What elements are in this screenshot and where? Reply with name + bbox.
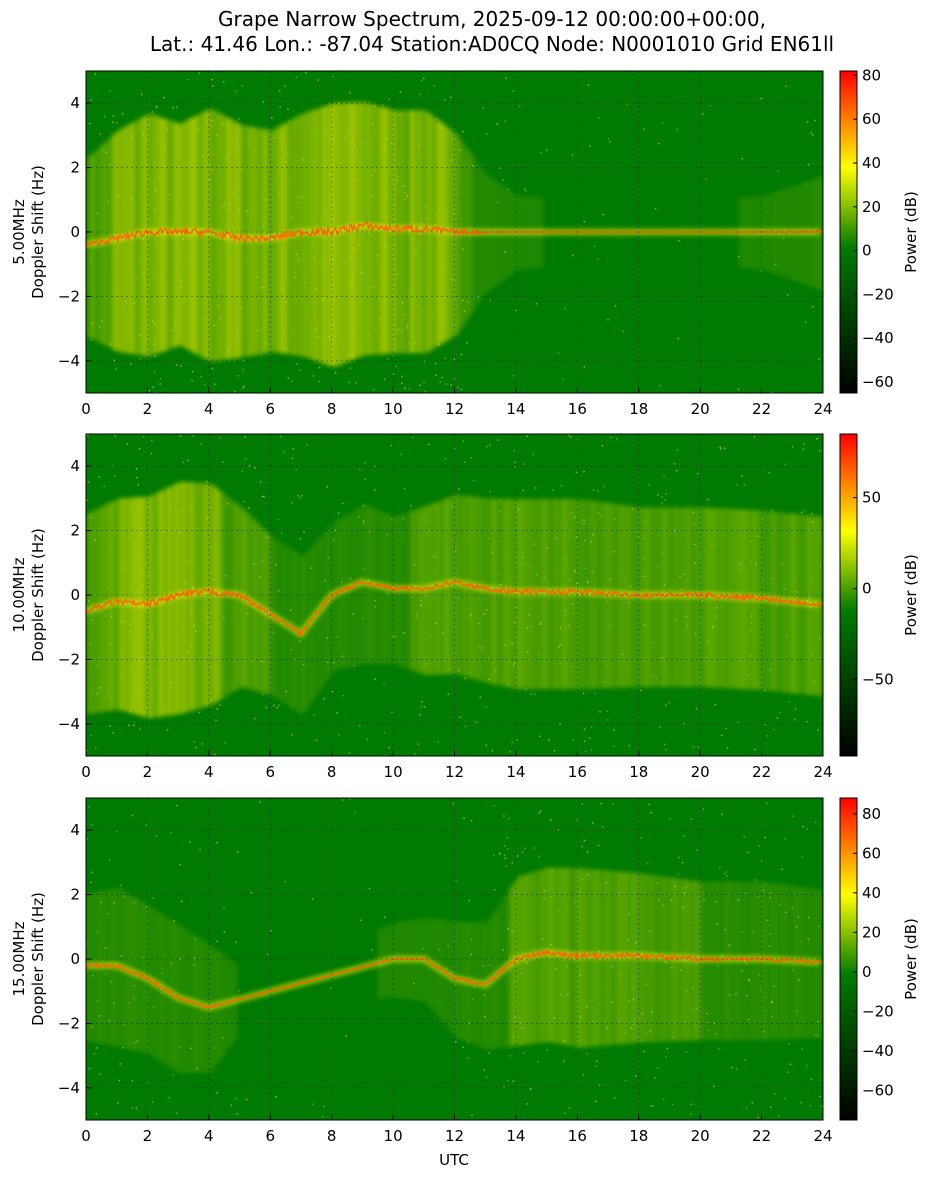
colorbar-tick-label: −40 [862, 1042, 894, 1060]
chart-title-line-1: Grape Narrow Spectrum, 2025-09-12 00:00:… [218, 7, 766, 31]
y-tick-label: 2 [70, 886, 80, 904]
y-tick-label: −2 [58, 1014, 80, 1032]
x-tick-label: 2 [143, 763, 153, 781]
colorbar-tick-label: −60 [862, 1081, 894, 1099]
x-tick-label: 2 [143, 1127, 153, 1145]
colorbar-label: Power (dB) [902, 191, 920, 273]
colorbar-tick-label: 40 [862, 884, 881, 902]
y-tick-label: −4 [58, 715, 80, 733]
colorbar-tick-label: 50 [862, 489, 881, 507]
y-tick-label: 0 [70, 586, 80, 604]
x-tick-label: 8 [327, 1127, 337, 1145]
x-tick-label: 16 [568, 763, 587, 781]
x-tick-label: 0 [81, 1127, 91, 1145]
colorbar-tick-label: 0 [862, 242, 872, 260]
x-tick-label: 12 [445, 763, 464, 781]
x-tick-label: 6 [265, 1127, 275, 1145]
y-tick-label: 4 [70, 821, 80, 839]
colorbar [839, 797, 858, 1121]
x-tick-label: 0 [81, 400, 91, 418]
colorbar-tick-label: 40 [862, 154, 881, 172]
colorbar-tick-label: 60 [862, 844, 881, 862]
x-tick-label: 24 [813, 1127, 832, 1145]
x-tick-label: 8 [327, 763, 337, 781]
y-tick-label: 0 [70, 950, 80, 968]
colorbar-tick-label: 60 [862, 110, 881, 128]
colorbar-label: Power (dB) [902, 554, 920, 636]
y-tick-label: 2 [70, 159, 80, 177]
x-tick-label: 14 [506, 400, 525, 418]
colorbar-tick-label: 80 [862, 805, 881, 823]
x-tick-label: 14 [506, 763, 525, 781]
colorbar-tick-label: −20 [862, 1002, 894, 1020]
x-tick-label: 20 [691, 400, 710, 418]
colorbar-tick-label: −40 [862, 329, 894, 347]
spectrogram-1 [86, 434, 823, 756]
x-tick-label: 22 [752, 1127, 771, 1145]
y-tick-label: −2 [58, 287, 80, 305]
x-tick-label: 20 [691, 1127, 710, 1145]
x-tick-label: 22 [752, 400, 771, 418]
y-tick-label: 4 [70, 457, 80, 475]
y-axis-label: Doppler Shift (Hz) [29, 892, 47, 1026]
x-tick-label: 22 [752, 763, 771, 781]
x-tick-label: 8 [327, 400, 337, 418]
colorbar-tick-label: −60 [862, 373, 894, 391]
x-tick-label: 12 [445, 1127, 464, 1145]
colorbar [839, 433, 858, 757]
colorbar-tick-label: 20 [862, 198, 881, 216]
x-tick-label: 24 [813, 763, 832, 781]
colorbar-tick-label: −50 [862, 671, 894, 689]
frequency-label: 15.00MHz [10, 921, 28, 996]
y-tick-label: −4 [58, 352, 80, 370]
frequency-label: 10.00MHz [10, 557, 28, 632]
x-tick-label: 6 [265, 400, 275, 418]
x-tick-label: 10 [384, 1127, 403, 1145]
y-tick-label: −4 [58, 1079, 80, 1097]
x-tick-label: 4 [204, 763, 214, 781]
x-tick-label: 24 [813, 400, 832, 418]
x-tick-label: 10 [384, 763, 403, 781]
y-axis-label: Doppler Shift (Hz) [29, 528, 47, 662]
x-tick-label: 18 [629, 400, 648, 418]
colorbar [839, 70, 858, 394]
x-tick-label: 16 [568, 400, 587, 418]
colorbar-tick-label: 0 [862, 580, 872, 598]
x-tick-label: 16 [568, 1127, 587, 1145]
x-tick-label: 0 [81, 763, 91, 781]
chart-title-line-2: Lat.: 41.46 Lon.: -87.04 Station:AD0CQ N… [150, 32, 834, 56]
spectrogram-2 [86, 798, 823, 1120]
spectrogram-0 [86, 71, 823, 393]
x-tick-label: 6 [265, 763, 275, 781]
x-tick-label: 14 [506, 1127, 525, 1145]
x-axis-label: UTC [439, 1151, 469, 1169]
x-tick-label: 4 [204, 1127, 214, 1145]
y-axis-label: Doppler Shift (Hz) [29, 165, 47, 299]
x-tick-label: 18 [629, 1127, 648, 1145]
y-tick-label: −2 [58, 650, 80, 668]
y-tick-label: 0 [70, 223, 80, 241]
x-tick-label: 12 [445, 400, 464, 418]
x-tick-label: 4 [204, 400, 214, 418]
x-tick-label: 18 [629, 763, 648, 781]
x-tick-label: 20 [691, 763, 710, 781]
colorbar-tick-label: −20 [862, 285, 894, 303]
y-tick-label: 4 [70, 94, 80, 112]
colorbar-tick-label: 20 [862, 923, 881, 941]
colorbar-label: Power (dB) [902, 918, 920, 1000]
y-tick-label: 2 [70, 522, 80, 540]
x-tick-label: 10 [384, 400, 403, 418]
frequency-label: 5.00MHz [10, 199, 28, 265]
colorbar-tick-label: 0 [862, 963, 872, 981]
x-tick-label: 2 [143, 400, 153, 418]
colorbar-tick-label: 80 [862, 66, 881, 84]
